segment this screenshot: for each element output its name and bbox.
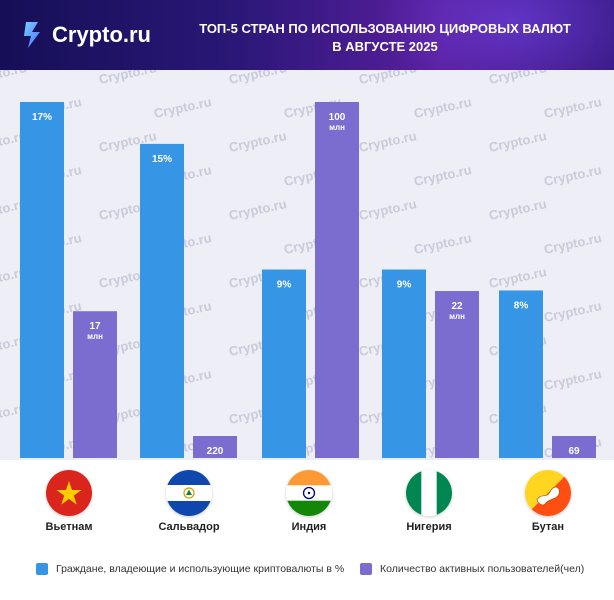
watermark-text: Crypto.ru <box>413 94 473 121</box>
india-flag-icon <box>286 470 332 516</box>
brand: Crypto.ru <box>22 20 151 50</box>
bar-percent-label: 15% <box>152 154 172 165</box>
country-label: Сальвадор <box>158 521 220 533</box>
bar-users <box>435 291 479 458</box>
bar-users-label: тыс. <box>565 457 582 460</box>
header-banner: Crypto.ru ТОП-5 СТРАН ПО ИСПОЛЬЗОВАНИЮ Ц… <box>0 0 614 70</box>
watermark-text: Crypto.ru <box>228 128 288 155</box>
crypto-ru-logo-icon <box>24 22 40 48</box>
legend-item-users: Количество активных пользователей(чел) <box>360 563 584 575</box>
country-label: Индия <box>291 521 327 533</box>
watermark-text: Crypto.ru <box>488 264 548 291</box>
watermark-text: Crypto.ru <box>153 94 213 121</box>
bar-users-label: 17 <box>89 321 101 332</box>
vietnam-flag-icon <box>46 470 92 516</box>
bar-percent <box>499 290 543 458</box>
chart-title-line-1: ТОП-5 СТРАН ПО ИСПОЛЬЗОВАНИЮ ЦИФРОВЫХ ВА… <box>199 21 571 36</box>
watermark-text: Crypto.ru <box>543 162 603 189</box>
watermark-text: Crypto.ru <box>228 196 288 223</box>
bar-chart: Crypto.ru Crypto.ru Crypto.ru Crypto.ru Cryp… <box>0 70 603 460</box>
watermark-text: Crypto.ru <box>488 70 548 87</box>
header-glow <box>374 0 614 70</box>
bhutan-flag-icon <box>525 470 571 516</box>
bar-percent <box>382 269 426 458</box>
legend-swatch-blue <box>36 563 48 575</box>
bar-users-label: 69 <box>568 446 580 457</box>
legend-swatch-purple <box>360 563 372 575</box>
watermark-text: Crypto.ru <box>358 196 418 223</box>
bar-percent <box>20 102 64 458</box>
bar-users-label: 22 <box>451 301 463 312</box>
brand-name: Crypto.ru <box>52 22 151 47</box>
bar-users-label: тыс. <box>206 457 223 460</box>
bar-percent-label: 9% <box>277 280 292 291</box>
bar-users-label: млн <box>329 123 345 132</box>
watermark-text: Crypto.ru <box>543 94 603 121</box>
watermark-text: Crypto.ru <box>488 128 548 155</box>
country-row: Вьетнам Сальвадор Индия Нигерия Бутан <box>0 460 614 550</box>
country-label: Нигерия <box>406 521 452 533</box>
chart-title: ТОП-5 СТРАН ПО ИСПОЛЬЗОВАНИЮ ЦИФРОВЫХ ВА… <box>175 20 595 56</box>
chart-area: Crypto.ru Crypto.ru Crypto.ru Crypto.ru Cryp… <box>0 70 614 460</box>
watermark-text: Crypto.ru <box>98 70 158 87</box>
bar-users <box>193 436 237 458</box>
el-salvador-flag-icon <box>166 470 212 516</box>
nigeria-flag-icon <box>406 470 452 516</box>
watermark-text: Crypto.ru <box>413 162 473 189</box>
watermark-text: Crypto.ru <box>543 230 603 257</box>
watermark-text: Crypto.ru <box>543 298 603 325</box>
bar-users-label: млн <box>449 312 465 321</box>
bar-percent <box>262 269 306 458</box>
watermark-text: Crypto.ru <box>0 70 28 87</box>
legend-label: Граждане, владеющие и использующие крипт… <box>56 563 345 575</box>
country-label: Вьетнам <box>45 521 93 533</box>
chart-title-line-2: В АВГУСТЕ 2025 <box>332 39 438 54</box>
bar-users-label: 220 <box>207 446 224 457</box>
bar-percent-label: 8% <box>514 300 529 311</box>
bar-percent-label: 17% <box>32 112 52 123</box>
watermark-text: Crypto.ru <box>543 366 603 393</box>
legend: Граждане, владеющие и использующие крипт… <box>36 563 614 579</box>
watermark-text: Crypto.ru <box>228 70 288 87</box>
legend-label: Количество активных пользователей(чел) <box>380 563 585 575</box>
watermark-text: Crypto.ru <box>358 128 418 155</box>
bar-users <box>315 102 359 458</box>
bar-users <box>552 436 596 458</box>
watermark-text: Crypto.ru <box>413 230 473 257</box>
bar-users-label: млн <box>87 332 103 341</box>
bar-percent <box>140 143 184 458</box>
bar-users-label: 100 <box>329 112 346 123</box>
watermark-text: Crypto.ru <box>488 196 548 223</box>
country-label: Бутан <box>531 521 565 533</box>
legend-item-percent: Граждане, владеющие и использующие крипт… <box>36 563 344 575</box>
bar-users <box>73 311 117 458</box>
watermark-text: Crypto.ru <box>358 70 418 87</box>
bar-percent-label: 9% <box>397 280 412 291</box>
